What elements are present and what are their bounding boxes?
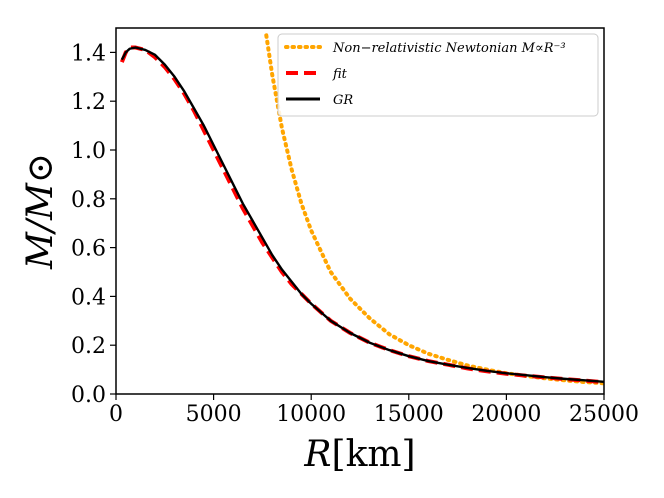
series-layer	[120, 33, 604, 386]
x-tick-label-4: 20000	[471, 402, 541, 427]
y-tick-label-0: 0.0	[71, 383, 106, 408]
x-tick-label-3: 15000	[374, 402, 444, 427]
legend-label-fit: fit	[332, 67, 348, 82]
x-axis-label-unit: [km]	[332, 434, 416, 475]
y-tick-label-4: 0.8	[71, 188, 106, 213]
legend-box	[277, 33, 599, 117]
y-tick-label-7: 1.4	[71, 41, 106, 66]
x-axis-label-symbol: R	[303, 434, 331, 475]
x-axis: 0 5000 10000 15000 20000 25000	[109, 394, 639, 427]
x-tick-label-1: 5000	[186, 402, 242, 427]
series-gr	[120, 46, 604, 383]
y-axis: 0.0 0.2 0.4 0.6 0.8 1.0 1.2 1.4	[71, 41, 116, 408]
y-axis-label: M/M⊙	[20, 153, 61, 270]
plot-frame	[115, 27, 605, 395]
y-tick-label-6: 1.2	[71, 90, 106, 115]
x-tick-label-5: 25000	[569, 402, 639, 427]
x-tick-label-0: 0	[109, 402, 123, 427]
x-tick-label-2: 10000	[276, 402, 346, 427]
y-tick-label-2: 0.4	[71, 285, 106, 310]
legend-label-newtonian: Non−relativistic Newtonian M∝R⁻³	[332, 41, 566, 56]
legend-label-gr: GR	[333, 93, 353, 108]
y-tick-label-1: 0.2	[71, 334, 106, 359]
y-tick-label-5: 1.0	[71, 139, 106, 164]
x-axis-label: R[km]	[303, 434, 415, 475]
legend: Non−relativistic Newtonian M∝R⁻³ fit GR	[277, 33, 599, 117]
y-tick-label-3: 0.6	[71, 237, 106, 262]
